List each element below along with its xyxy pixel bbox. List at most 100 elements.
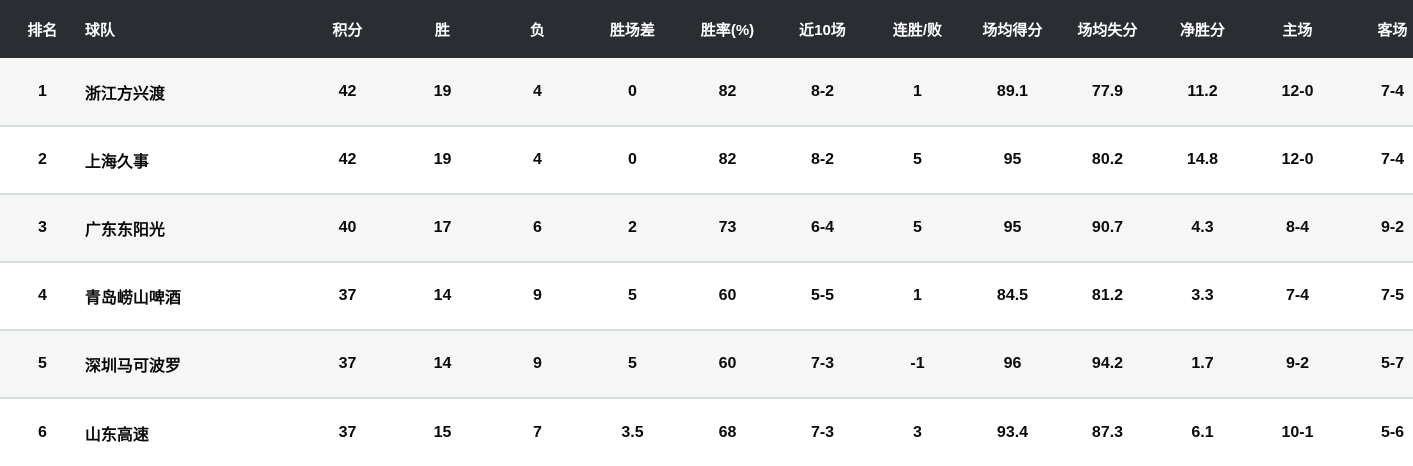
col-header-last10: 近10场 (775, 0, 870, 58)
cell-avg_allowed: 90.7 (1060, 194, 1155, 263)
standings-body: 1 浙江方兴渡 42 19 4 0 82 8-2 1 89.1 77.9 11.2 12-0 7-4 2 上海… (0, 58, 1413, 466)
cell-losses: 4 (490, 126, 585, 195)
cell-avg_scored: 84.5 (965, 262, 1060, 331)
cell-wins: 19 (395, 126, 490, 195)
cell-away: 7-4 (1345, 126, 1413, 195)
standings-header: 排名 球队 积分胜负胜场差 胜率(%) 近10场 连胜/败 场均得分 场均失分 净胜分 主场 客场 (0, 0, 1413, 58)
table-row: 4 青岛崂山啤酒 37 14 9 5 60 5-5 1 84.5 81.2 3.3 7-4 7-5 (0, 262, 1413, 331)
table-row: 5 深圳马可波罗 37 14 9 5 60 7-3 -1 96 94.2 1.7 9-2 5-7 (0, 330, 1413, 399)
cell-rank: 3 (0, 194, 85, 263)
cell-win_pct: 82 (680, 58, 775, 127)
cell-point_diff: 4.3 (1155, 194, 1250, 263)
table-row: 1 浙江方兴渡 42 19 4 0 82 8-2 1 89.1 77.9 11.2 12-0 7-4 (0, 58, 1413, 127)
cell-last10: 7-3 (775, 398, 870, 466)
cell-home: 8-4 (1250, 194, 1345, 263)
cell-away: 9-2 (1345, 194, 1413, 263)
col-header-games_behind: 胜场差 (585, 0, 680, 58)
cell-avg_allowed: 80.2 (1060, 126, 1155, 195)
cell-win_pct: 68 (680, 398, 775, 466)
cell-team: 浙江方兴渡 (85, 58, 300, 127)
cell-win_pct: 60 (680, 330, 775, 399)
col-header-away: 客场 (1345, 0, 1413, 58)
col-header-losses: 负 (490, 0, 585, 58)
cell-home: 10-1 (1250, 398, 1345, 466)
cell-games_behind: 2 (585, 194, 680, 263)
cell-wins: 14 (395, 262, 490, 331)
cell-rank: 6 (0, 398, 85, 466)
cell-streak: 5 (870, 194, 965, 263)
cell-win_pct: 73 (680, 194, 775, 263)
cell-point_diff: 6.1 (1155, 398, 1250, 466)
cell-rank: 1 (0, 58, 85, 127)
cell-rank: 4 (0, 262, 85, 331)
cell-home: 12-0 (1250, 126, 1345, 195)
cell-home: 7-4 (1250, 262, 1345, 331)
cell-avg_scored: 93.4 (965, 398, 1060, 466)
cell-away: 5-6 (1345, 398, 1413, 466)
cell-wins: 19 (395, 58, 490, 127)
col-header-team: 球队 (85, 0, 300, 58)
cell-games_behind: 0 (585, 126, 680, 195)
cell-last10: 5-5 (775, 262, 870, 331)
cell-rank: 5 (0, 330, 85, 399)
cell-avg_allowed: 81.2 (1060, 262, 1155, 331)
cell-points: 42 (300, 58, 395, 127)
cell-point_diff: 11.2 (1155, 58, 1250, 127)
cell-wins: 14 (395, 330, 490, 399)
col-header-streak: 连胜/败 (870, 0, 965, 58)
table-row: 6 山东高速 37 15 7 3.5 68 7-3 3 93.4 87.3 6.1 10-1 5-6 (0, 398, 1413, 466)
cell-away: 7-4 (1345, 58, 1413, 127)
cell-team: 深圳马可波罗 (85, 330, 300, 399)
cell-streak: 5 (870, 126, 965, 195)
cell-losses: 9 (490, 262, 585, 331)
cell-home: 12-0 (1250, 58, 1345, 127)
cell-point_diff: 3.3 (1155, 262, 1250, 331)
cell-avg_allowed: 87.3 (1060, 398, 1155, 466)
cell-last10: 8-2 (775, 126, 870, 195)
cell-streak: -1 (870, 330, 965, 399)
header-row: 排名 球队 积分胜负胜场差 胜率(%) 近10场 连胜/败 场均得分 场均失分 净胜分 主场 客场 (0, 0, 1413, 58)
col-header-point_diff: 净胜分 (1155, 0, 1250, 58)
cell-team: 山东高速 (85, 398, 300, 466)
col-header-win_pct: 胜率(%) (680, 0, 775, 58)
cell-avg_allowed: 94.2 (1060, 330, 1155, 399)
cell-games_behind: 5 (585, 330, 680, 399)
cell-avg_allowed: 77.9 (1060, 58, 1155, 127)
cell-home: 9-2 (1250, 330, 1345, 399)
col-header-wins: 胜 (395, 0, 490, 58)
cell-streak: 3 (870, 398, 965, 466)
col-header-avg_scored: 场均得分 (965, 0, 1060, 58)
cell-points: 40 (300, 194, 395, 263)
cell-avg_scored: 95 (965, 126, 1060, 195)
cell-losses: 9 (490, 330, 585, 399)
col-header-rank: 排名 (0, 0, 85, 58)
cell-losses: 6 (490, 194, 585, 263)
cell-team: 上海久事 (85, 126, 300, 195)
cell-games_behind: 0 (585, 58, 680, 127)
cell-team: 青岛崂山啤酒 (85, 262, 300, 331)
table-row: 3 广东东阳光 40 17 6 2 73 6-4 5 95 90.7 4.3 8-4 9-2 (0, 194, 1413, 263)
cell-point_diff: 1.7 (1155, 330, 1250, 399)
cell-avg_scored: 96 (965, 330, 1060, 399)
cell-games_behind: 3.5 (585, 398, 680, 466)
cell-games_behind: 5 (585, 262, 680, 331)
table-row: 2 上海久事 42 19 4 0 82 8-2 5 95 80.2 14.8 12-0 7-4 (0, 126, 1413, 195)
cell-losses: 4 (490, 58, 585, 127)
cell-points: 42 (300, 126, 395, 195)
cell-team: 广东东阳光 (85, 194, 300, 263)
cell-points: 37 (300, 398, 395, 466)
cell-point_diff: 14.8 (1155, 126, 1250, 195)
cell-last10: 6-4 (775, 194, 870, 263)
cell-last10: 7-3 (775, 330, 870, 399)
cell-win_pct: 82 (680, 126, 775, 195)
cell-away: 5-7 (1345, 330, 1413, 399)
cell-streak: 1 (870, 58, 965, 127)
cell-streak: 1 (870, 262, 965, 331)
col-header-avg_allowed: 场均失分 (1060, 0, 1155, 58)
cell-wins: 15 (395, 398, 490, 466)
cell-wins: 17 (395, 194, 490, 263)
cell-last10: 8-2 (775, 58, 870, 127)
cell-losses: 7 (490, 398, 585, 466)
